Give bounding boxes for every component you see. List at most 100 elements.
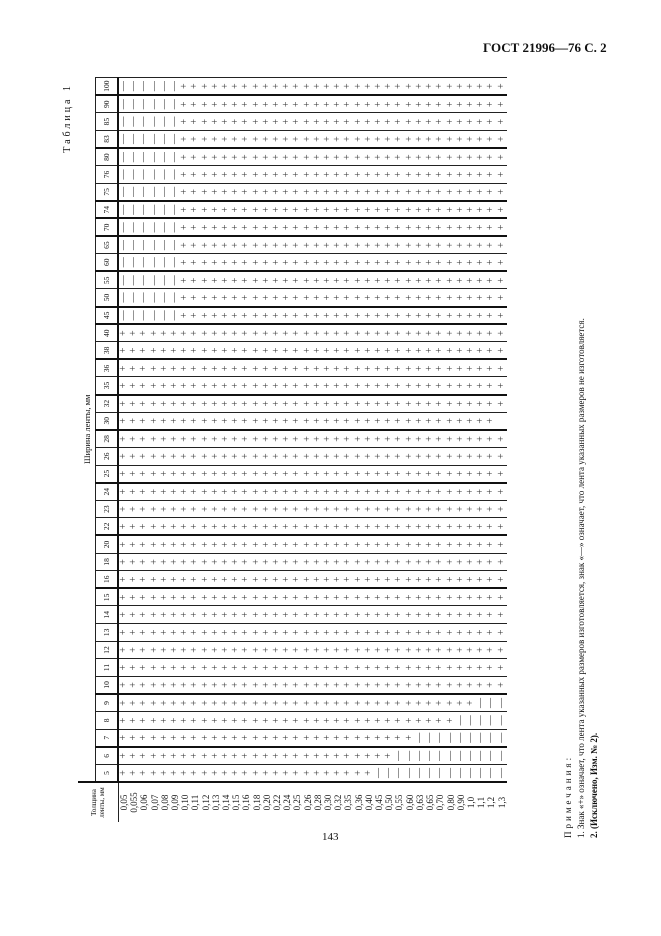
cell-available: + — [476, 200, 487, 219]
cell-unavailable: — — [476, 711, 487, 730]
cell-available: + — [139, 500, 150, 518]
cell-available: + — [241, 535, 252, 554]
cell-available: + — [486, 112, 497, 131]
cell-available: + — [353, 412, 364, 430]
cell-unavailable: — — [129, 130, 140, 149]
cell-available: + — [292, 324, 303, 342]
cell-available: + — [180, 605, 191, 624]
width-column-header: 24 — [95, 482, 118, 501]
width-column-header: 50 — [95, 288, 118, 307]
table-row: 0,06 + + + + + + + + + + + + + + + + + + + + + + + + + + — — — — — — — — — —… — [139, 77, 150, 822]
cell-available: + — [180, 447, 191, 466]
thickness-label: 0,63 — [414, 782, 426, 822]
cell-available: + — [190, 746, 201, 765]
cell-available: + — [486, 77, 497, 96]
cell-available: + — [200, 253, 211, 272]
cell-available: + — [231, 112, 242, 131]
cell-available: + — [221, 465, 232, 483]
cell-unavailable: — — [465, 729, 477, 747]
cell-available: + — [272, 570, 283, 589]
cell-available: + — [180, 764, 191, 782]
cell-unavailable: — — [139, 218, 150, 237]
cell-available: + — [221, 605, 232, 624]
cell-available: + — [374, 412, 385, 430]
cell-available: + — [323, 693, 334, 712]
width-column-header: 83 — [95, 130, 118, 149]
cell-available: + — [435, 324, 446, 342]
cell-available: + — [139, 535, 150, 554]
cell-available: + — [312, 77, 324, 96]
cell-available: + — [363, 359, 375, 377]
cell-available: + — [210, 236, 222, 254]
cell-available: + — [302, 729, 313, 747]
cell-available: + — [149, 588, 160, 606]
cell-available: + — [343, 553, 354, 571]
cell-available: + — [282, 165, 293, 184]
cell-available: + — [476, 641, 487, 659]
cell-available: + — [210, 517, 222, 536]
cell-available: + — [241, 359, 252, 377]
cell-available: + — [190, 306, 201, 325]
cell-available: + — [190, 77, 201, 96]
cell-available: + — [282, 623, 293, 642]
cell-available: + — [261, 288, 273, 307]
cell-available: + — [159, 535, 171, 554]
cell-available: + — [180, 376, 191, 395]
cell-available: + — [261, 764, 273, 782]
cell-available: + — [486, 641, 497, 659]
cell-available: + — [425, 200, 436, 219]
table-row: 1,0— — — — + + + + + + + + + + + + + + + + + + + + + + + + + + + + + + + + +… — [465, 77, 477, 822]
table-row: 0,07 + + + + + + + + + + + + + + + + + + + + + + + + + + — — — — — — — — — —… — [149, 77, 160, 822]
cell-available: + — [476, 623, 487, 642]
cell-available: + — [343, 517, 354, 536]
cell-available: + — [363, 535, 375, 554]
cell-unavailable: — — [159, 306, 171, 325]
cell-available: + — [425, 112, 436, 131]
cell-unavailable: — — [170, 112, 181, 131]
cell-available: + — [496, 447, 507, 466]
cell-available: + — [118, 553, 130, 571]
cell-available: + — [149, 746, 160, 765]
cell-available: + — [221, 641, 232, 659]
cell-available: + — [231, 236, 242, 254]
cell-available: + — [180, 183, 191, 201]
cell-available: + — [333, 200, 344, 219]
cell-available: + — [190, 465, 201, 483]
width-column-header: 35 — [95, 376, 118, 395]
cell-available: + — [292, 570, 303, 589]
cell-available: + — [455, 658, 466, 677]
cell-available: + — [404, 676, 415, 694]
cell-available: + — [374, 711, 385, 730]
cell-available: + — [425, 517, 436, 536]
cell-available: + — [292, 394, 303, 413]
cell-unavailable: — — [425, 764, 436, 782]
cell-available: + — [221, 218, 232, 237]
thickness-label: 0,70 — [435, 782, 446, 822]
cell-available: + — [282, 711, 293, 730]
cell-available: + — [302, 271, 313, 289]
cell-available: + — [333, 165, 344, 184]
cell-available: + — [404, 324, 415, 342]
cell-unavailable: — — [149, 288, 160, 307]
cell-available: + — [261, 711, 273, 730]
cell-available: + — [139, 676, 150, 694]
cell-unavailable: — — [394, 746, 405, 765]
cell-available: + — [384, 570, 395, 589]
cell-available: + — [149, 623, 160, 642]
cell-available: + — [476, 376, 487, 395]
cell-available: + — [282, 394, 293, 413]
cell-available: + — [414, 693, 426, 712]
cell-available: + — [374, 306, 385, 325]
cell-available: + — [170, 447, 181, 466]
cell-available: + — [496, 341, 507, 360]
cell-available: + — [476, 588, 487, 606]
cell-available: + — [261, 218, 273, 237]
width-column-header: 10 — [95, 676, 118, 694]
cell-available: + — [118, 447, 130, 466]
cell-available: + — [323, 288, 334, 307]
cell-available: + — [261, 535, 273, 554]
cell-available: + — [384, 271, 395, 289]
cell-available: + — [374, 517, 385, 536]
cell-available: + — [353, 148, 364, 166]
cell-available: + — [445, 148, 456, 166]
